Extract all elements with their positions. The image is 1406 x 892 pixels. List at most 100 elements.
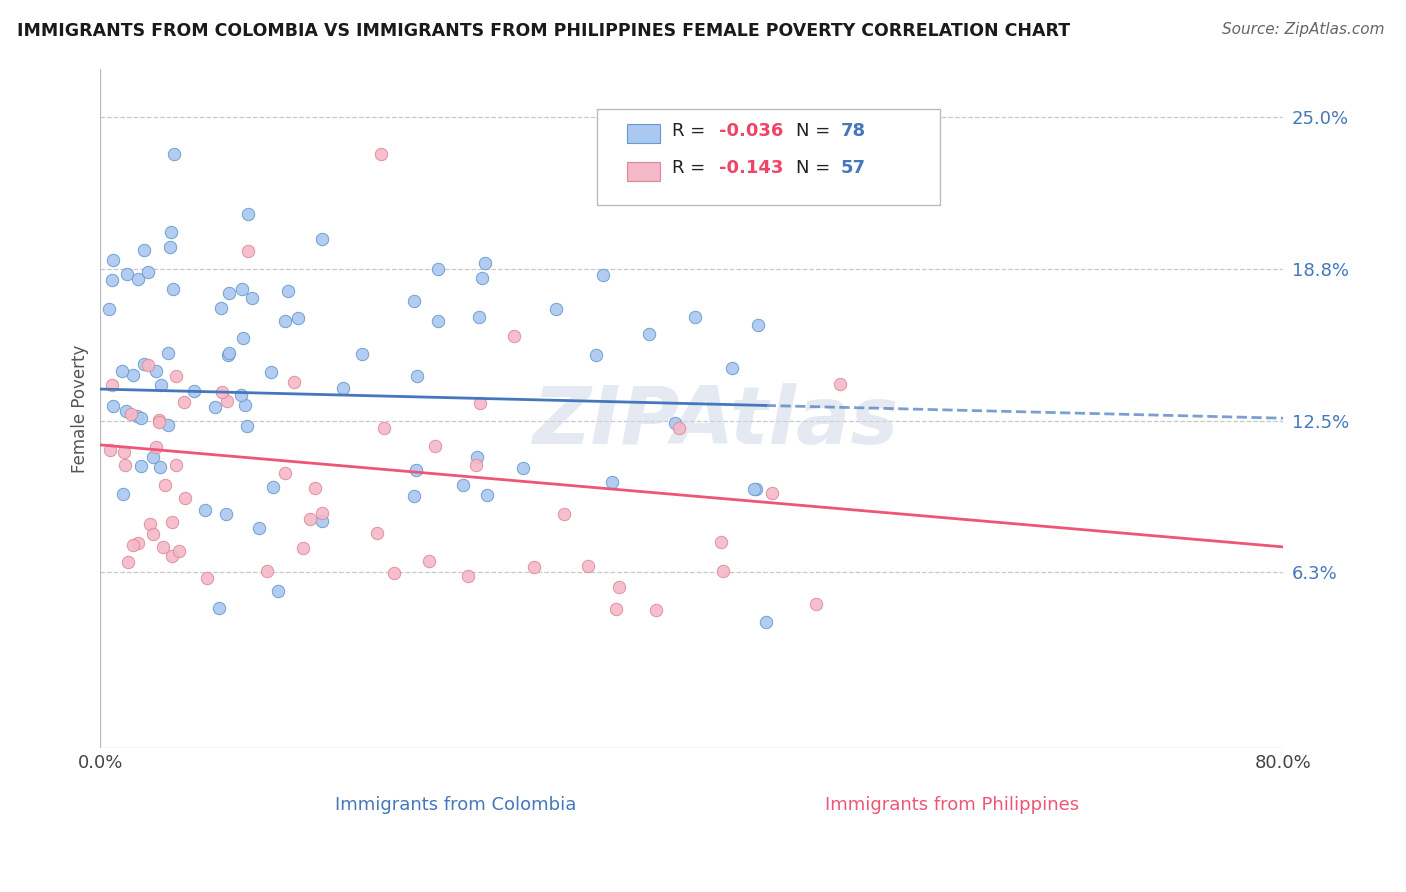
- Text: N =: N =: [796, 160, 837, 178]
- Point: [167, 543, 190, 558]
- Point: [98, 443, 121, 458]
- Point: [685, 310, 707, 324]
- Point: [311, 506, 333, 520]
- Point: [215, 507, 238, 521]
- Point: [370, 146, 392, 161]
- Point: [132, 357, 155, 371]
- Point: [474, 256, 496, 270]
- Point: [274, 314, 297, 328]
- Point: [427, 314, 450, 328]
- Point: [162, 283, 184, 297]
- Point: [195, 571, 218, 585]
- Point: [193, 502, 215, 516]
- Point: [145, 440, 167, 454]
- Point: [127, 536, 149, 550]
- Point: [283, 375, 305, 389]
- Point: [605, 602, 627, 616]
- Point: [262, 480, 284, 494]
- Point: [382, 566, 405, 581]
- Point: [204, 401, 226, 415]
- Point: [637, 326, 659, 341]
- Text: Immigrants from Philippines: Immigrants from Philippines: [825, 796, 1078, 814]
- Point: [664, 416, 686, 430]
- Text: 78: 78: [841, 122, 866, 140]
- Point: [142, 450, 165, 465]
- Point: [287, 310, 309, 325]
- Point: [585, 348, 607, 362]
- Point: [240, 291, 263, 305]
- Point: [129, 411, 152, 425]
- Point: [747, 318, 769, 332]
- Point: [218, 286, 240, 301]
- Point: [149, 460, 172, 475]
- Point: [165, 368, 187, 383]
- Point: [231, 388, 253, 402]
- Point: [183, 384, 205, 399]
- Point: [576, 559, 599, 574]
- Text: Immigrants from Colombia: Immigrants from Colombia: [335, 796, 576, 814]
- Point: [160, 549, 183, 563]
- Point: [101, 253, 124, 268]
- Point: [668, 420, 690, 434]
- Point: [828, 377, 851, 392]
- Point: [465, 450, 488, 464]
- Point: [607, 580, 630, 594]
- Point: [373, 421, 395, 435]
- Point: [150, 377, 173, 392]
- Point: [160, 225, 183, 239]
- Point: [366, 525, 388, 540]
- Point: [475, 487, 498, 501]
- Point: [711, 565, 734, 579]
- Point: [742, 482, 765, 496]
- Point: [136, 358, 159, 372]
- Point: [755, 615, 778, 630]
- Text: 57: 57: [841, 160, 866, 178]
- Point: [745, 482, 768, 496]
- Point: [162, 515, 184, 529]
- Point: [145, 364, 167, 378]
- Point: [553, 507, 575, 521]
- Point: [238, 244, 260, 258]
- Point: [208, 600, 231, 615]
- Point: [173, 394, 195, 409]
- Point: [710, 535, 733, 549]
- Point: [231, 281, 253, 295]
- Point: [165, 458, 187, 473]
- Point: [163, 146, 186, 161]
- Point: [427, 262, 450, 277]
- Point: [217, 348, 239, 362]
- Point: [277, 284, 299, 298]
- Point: [298, 511, 321, 525]
- Point: [332, 381, 354, 395]
- Point: [211, 385, 233, 400]
- Text: R =: R =: [672, 160, 710, 178]
- Point: [544, 302, 567, 317]
- Point: [112, 487, 135, 501]
- Point: [157, 418, 180, 433]
- FancyBboxPatch shape: [627, 124, 659, 144]
- Point: [129, 458, 152, 473]
- Point: [148, 415, 170, 429]
- Point: [468, 396, 491, 410]
- Point: [523, 559, 546, 574]
- FancyBboxPatch shape: [627, 161, 659, 181]
- Point: [134, 244, 156, 258]
- Point: [148, 413, 170, 427]
- Point: [418, 554, 440, 568]
- Point: [125, 409, 148, 423]
- Point: [402, 489, 425, 503]
- Point: [405, 369, 427, 384]
- Point: [451, 477, 474, 491]
- Point: [232, 331, 254, 345]
- Point: [233, 398, 256, 412]
- Point: [602, 475, 624, 489]
- Point: [98, 301, 121, 316]
- Point: [120, 407, 142, 421]
- Point: [217, 394, 239, 409]
- Point: [645, 603, 668, 617]
- Point: [247, 521, 270, 535]
- Point: [503, 328, 526, 343]
- Y-axis label: Female Poverty: Female Poverty: [72, 344, 89, 473]
- Point: [111, 364, 134, 378]
- Point: [592, 268, 614, 282]
